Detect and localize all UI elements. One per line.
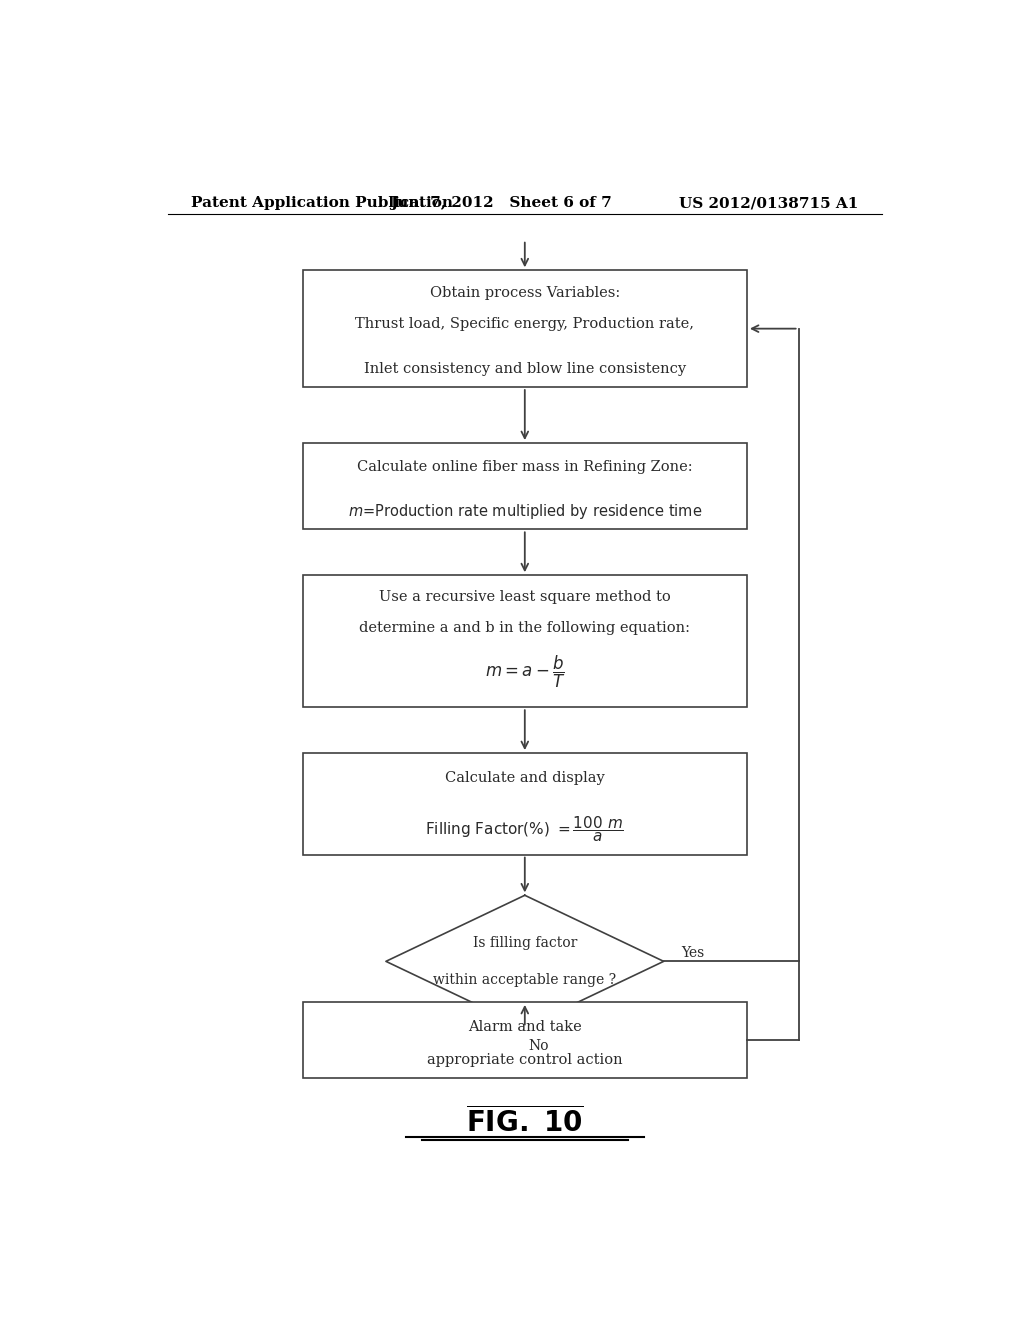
Text: $m = a - \dfrac{b}{T}$: $m = a - \dfrac{b}{T}$	[484, 653, 565, 690]
Text: Jun. 7, 2012   Sheet 6 of 7: Jun. 7, 2012 Sheet 6 of 7	[390, 197, 612, 210]
Text: determine a and b in the following equation:: determine a and b in the following equat…	[359, 620, 690, 635]
Text: US 2012/0138715 A1: US 2012/0138715 A1	[679, 197, 858, 210]
Text: Patent Application Publication: Patent Application Publication	[191, 197, 454, 210]
Text: $m$=Production rate multiplied by residence time: $m$=Production rate multiplied by reside…	[347, 502, 702, 520]
FancyBboxPatch shape	[303, 576, 748, 708]
FancyBboxPatch shape	[303, 1002, 748, 1078]
Text: Use a recursive least square method to: Use a recursive least square method to	[379, 590, 671, 605]
Text: $\mathbf{\overline{FIG.\ 10}}$: $\mathbf{\overline{FIG.\ 10}}$	[466, 1106, 584, 1138]
Text: Obtain process Variables:: Obtain process Variables:	[430, 285, 620, 300]
Text: Thrust load, Specific energy, Production rate,: Thrust load, Specific energy, Production…	[355, 317, 694, 330]
Text: Inlet consistency and blow line consistency: Inlet consistency and blow line consiste…	[364, 362, 686, 376]
Text: within acceptable range ?: within acceptable range ?	[433, 973, 616, 986]
Text: No: No	[528, 1039, 549, 1053]
Text: Calculate and display: Calculate and display	[444, 771, 605, 785]
FancyBboxPatch shape	[303, 271, 748, 387]
FancyBboxPatch shape	[303, 752, 748, 854]
Text: Calculate online fiber mass in Refining Zone:: Calculate online fiber mass in Refining …	[357, 461, 692, 474]
Text: Is filling factor: Is filling factor	[473, 936, 577, 950]
Text: Yes: Yes	[681, 946, 705, 960]
FancyBboxPatch shape	[303, 444, 748, 529]
Text: Alarm and take: Alarm and take	[468, 1020, 582, 1035]
Text: Filling Factor(%) $= \dfrac{100\ m}{a}$: Filling Factor(%) $= \dfrac{100\ m}{a}$	[425, 814, 625, 843]
Text: appropriate control action: appropriate control action	[427, 1053, 623, 1067]
Polygon shape	[386, 895, 664, 1027]
